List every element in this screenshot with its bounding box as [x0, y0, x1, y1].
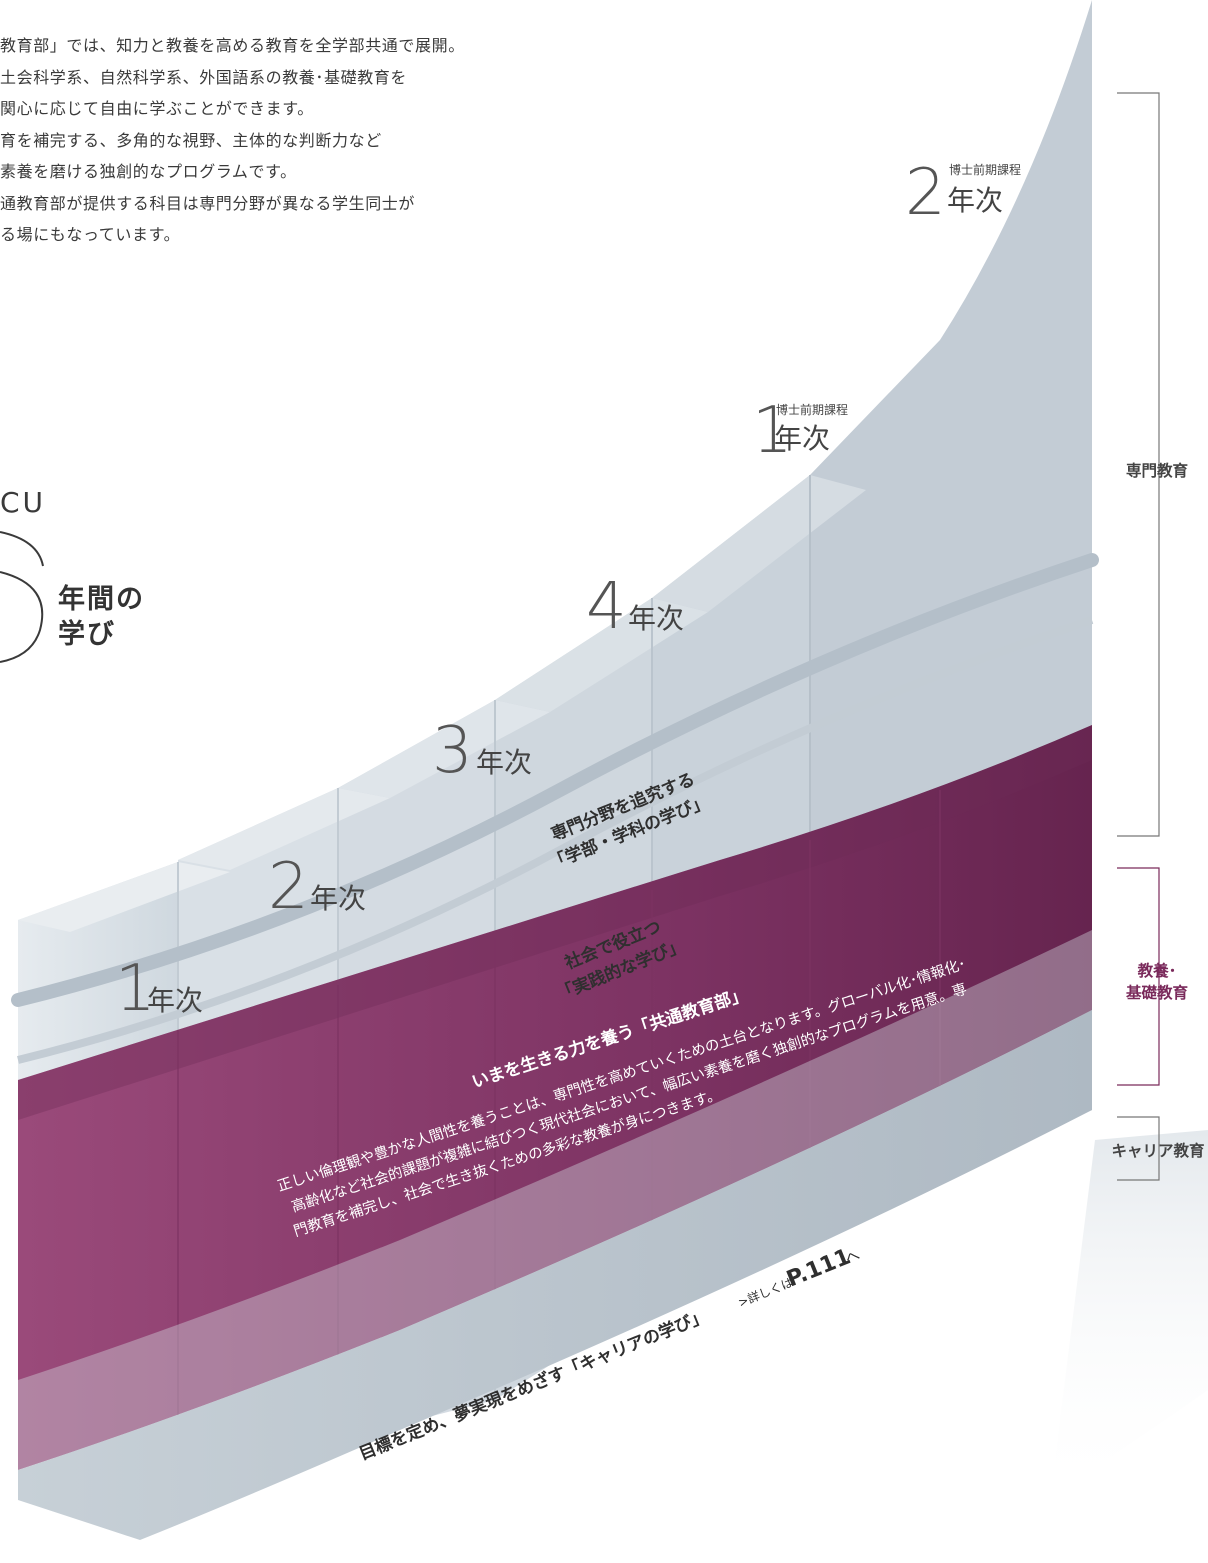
- step-label-5: 1 博士前期課程 年次: [752, 394, 848, 468]
- intro-line: 教育部」では、知力と教養を高める教育を全学部共通で展開。: [0, 36, 465, 55]
- step-numeral: 2: [905, 156, 946, 230]
- floor-shadow: [1050, 1130, 1208, 1500]
- bracket-kyoyo: [1117, 867, 1160, 1086]
- intro-paragraph: 教育部」では、知力と教養を高める教育を全学部共通で展開。 土会科学系、自然科学系…: [0, 30, 560, 251]
- step-label-text: 年次: [628, 602, 684, 635]
- step-sublabel: 博士前期課程: [776, 402, 848, 417]
- step-label-text: 年次: [947, 184, 1003, 217]
- step-top-3: [338, 700, 550, 798]
- step-sublabel: 博士前期課程: [949, 162, 1021, 177]
- bracket-label-kyoyo: 教養･ 基礎教育: [1112, 960, 1202, 1004]
- bracket-label-career: キャリア教育: [1111, 1142, 1205, 1160]
- step-numeral: 1: [752, 394, 793, 468]
- step-label-3: 3 年次: [432, 714, 532, 788]
- step-label-text: 年次: [774, 422, 830, 455]
- step-label-2: 2 年次: [268, 850, 366, 924]
- logo-cu-text: CU: [0, 486, 47, 519]
- step-label-text: 年次: [310, 882, 366, 915]
- step-label-1: 1 年次: [115, 952, 203, 1026]
- step-numeral: 3: [432, 714, 473, 788]
- logo-mark: [0, 531, 44, 663]
- bracket-label-kyoyo-line1: 教養･: [1137, 962, 1177, 980]
- bracket-label-kyoyo-line2: 基礎教育: [1125, 984, 1188, 1002]
- step-label-6: 2 博士前期課程 年次: [905, 156, 1021, 230]
- step-top-5: [652, 475, 866, 612]
- intro-line: 関心に応じて自由に学ぶことができます。: [0, 99, 314, 118]
- intro-line: 通教育部が提供する科目は専門分野が異なる学生同士が: [0, 193, 416, 213]
- logo-arc-top: [0, 531, 44, 567]
- kyotsu-band-dividers: [177, 790, 941, 1420]
- intro-line: 育を補完する、多角的な視野、主体的な判断力など: [0, 130, 382, 150]
- logo-years-line2: 学び: [58, 619, 116, 650]
- curved-groove: [11, 553, 1099, 1007]
- kyotsu-band: [18, 725, 1092, 1470]
- step-numeral: 1: [115, 952, 156, 1026]
- intro-line: る場にもなっています。: [0, 225, 181, 244]
- career-band: [18, 1010, 1092, 1540]
- step-label-text: 年次: [476, 746, 532, 779]
- logo-years-text: 年間の 学び: [58, 582, 145, 652]
- bracket-senmon: [1117, 92, 1160, 837]
- logo-arc-number: [0, 571, 44, 663]
- bracket-label-senmon: 専門教育: [1125, 462, 1188, 480]
- step-label-text: 年次: [147, 984, 203, 1017]
- step-numeral: 4: [586, 570, 627, 644]
- logo-years-line1: 年間の: [58, 584, 145, 615]
- intro-line: 素養を磨ける独創的なプログラムです。: [0, 162, 297, 181]
- career-ref-suffix: へ: [843, 1247, 862, 1267]
- bracket-career: [1117, 1116, 1160, 1181]
- step-label-4: 4 年次: [586, 570, 684, 644]
- bracket-lines: [1117, 92, 1160, 1181]
- step-numeral: 2: [268, 850, 309, 924]
- career-band-top: [18, 930, 1092, 1470]
- intro-line: 土会科学系、自然科学系、外国語系の教養･基礎教育を: [0, 67, 408, 87]
- kyotsu-band-top: [18, 725, 1092, 1120]
- step-top-4: [495, 598, 708, 712]
- curved-groove-lower: [17, 616, 1094, 1064]
- career-ref-prefix: >詳しくは: [736, 1274, 795, 1310]
